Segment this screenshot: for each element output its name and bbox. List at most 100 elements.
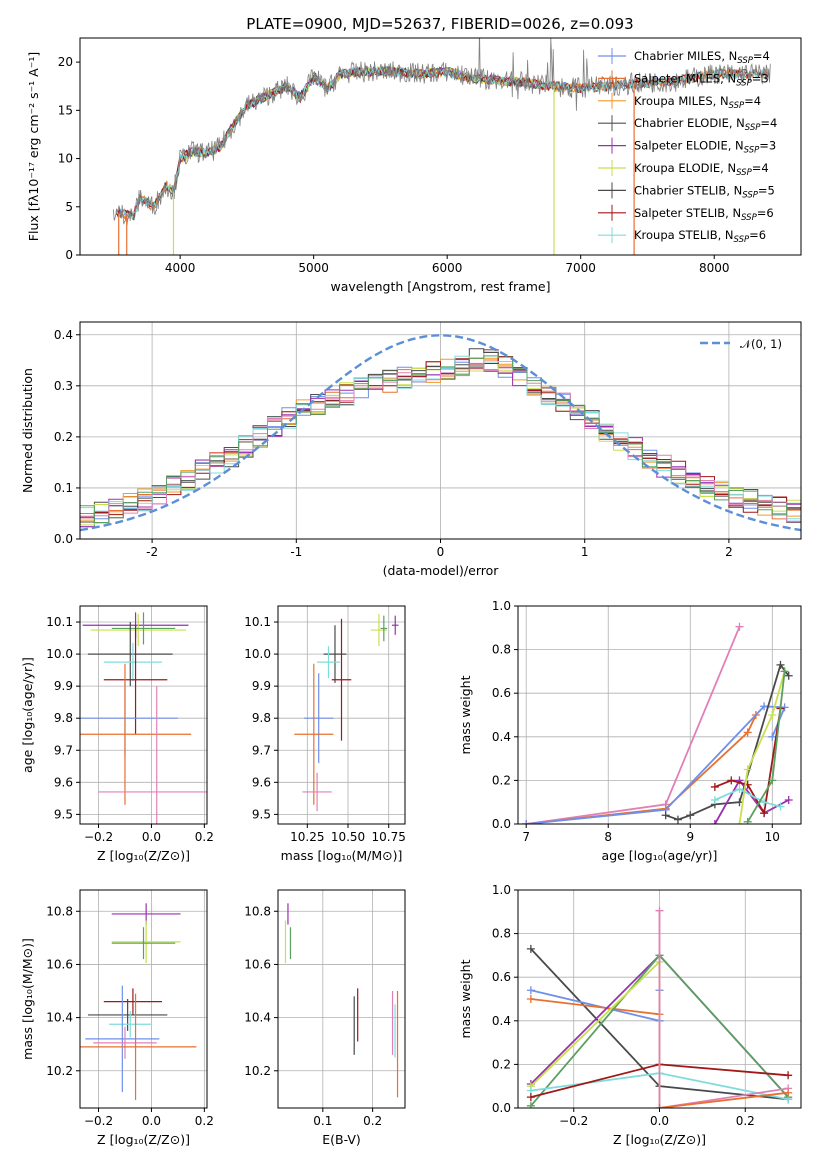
- x-tick-label: 0.0: [142, 830, 161, 844]
- y-tick-label: 0.8: [492, 643, 511, 657]
- x-tick-label: −0.2: [84, 1114, 113, 1128]
- y-axis-label: age [log₁₀(age/yr)]: [20, 657, 35, 773]
- x-tick-label: 0.1: [313, 1114, 332, 1128]
- legend-label-sub: SSP: [729, 101, 745, 111]
- x-tick-label: −0.2: [559, 1114, 588, 1128]
- mass-weight-point: [743, 817, 752, 824]
- figure-title: PLATE=0900, MJD=52637, FIBERID=0026, z=0…: [246, 15, 633, 33]
- legend-label-main: Kroupa ELODIE, N: [634, 161, 736, 175]
- x-tick-label: 0.2: [363, 1114, 382, 1128]
- plot-area-age-vs-Z: [80, 606, 207, 824]
- y-tick-label: 10.2: [244, 1064, 271, 1078]
- y-tick-label: 0.2: [54, 430, 73, 444]
- y-tick-label: 10.1: [244, 615, 271, 629]
- mass-weight-line: [530, 959, 661, 1108]
- mass-weight-line: [714, 788, 781, 808]
- y-tick-label: 0.8: [492, 927, 511, 941]
- mass-weight-point: [743, 728, 752, 737]
- y-tick-label: 0.3: [54, 379, 73, 393]
- y-axis-label: mass [log₁₀(M/M⊙)]: [20, 938, 35, 1060]
- panel-spectrum: 4000 5000 6000 7000 8000 0 5 10 15 20 wavelength […: [26, 37, 802, 294]
- observed-spectrum-line: [113, 38, 771, 226]
- mass-weight-line: [665, 662, 790, 821]
- y-tick-label: 9.5: [54, 807, 73, 821]
- axes-frame: [79, 605, 208, 825]
- y-tick-label: 9.6: [252, 775, 271, 789]
- mass-weight-line: [530, 998, 660, 1016]
- y-tick-label: 10.0: [244, 647, 271, 661]
- y-tick-label: 10.6: [46, 957, 73, 971]
- legend-label-main: Salpeter ELODIE, N: [634, 139, 744, 153]
- mass-weight-point: [768, 776, 777, 785]
- x-tick-label: 9: [686, 830, 694, 844]
- y-tick-label: 9.9: [54, 679, 73, 693]
- y-tick-label: 0.0: [54, 532, 73, 546]
- mass-weight-point: [526, 995, 535, 1003]
- y-tick-label: 10.4: [244, 1011, 271, 1025]
- x-tick-label: 0: [437, 545, 445, 559]
- legend-label-sub: SSP: [742, 190, 758, 200]
- x-axis-label: Z [log₁₀(Z/Z⊙)]: [97, 848, 190, 863]
- legend-label: Salpeter MILES, NSSP=3: [634, 71, 769, 88]
- legend-label: 𝒩(0, 1): [740, 337, 782, 351]
- mass-weight-point: [661, 811, 670, 820]
- legend-label-sub: SSP: [734, 235, 750, 245]
- legend-label: Chabrier ELODIE, NSSP=4: [634, 116, 777, 133]
- panel-residuals: -2 -1 0 1 2 0.0 0.1 0.2 0.3 0.4 (data-model)/error…: [20, 321, 802, 578]
- histogram-step: [80, 362, 801, 523]
- mass-weight-point: [784, 1088, 793, 1097]
- y-tick-label: 9.8: [54, 711, 73, 725]
- legend-label: Salpeter ELODIE, NSSP=3: [634, 139, 776, 156]
- mass-weight-point: [735, 820, 744, 824]
- model-spectrum-line: [166, 65, 553, 194]
- x-tick-label: −0.2: [84, 830, 113, 844]
- panel-age-vs-mass: 10.25 10.50 10.75 9.5 9.6 9.7 9.8 9.9 10.0 10.1 ma…: [244, 605, 406, 863]
- panel-age-vs-Z: −0.2 0.0 0.2 9.5 9.6 9.7 9.8 9.9 10.0 10.1 Z [log₁…: [20, 605, 214, 863]
- plot-area-mass-vs-EBV: [278, 890, 405, 1108]
- mass-weight-point: [522, 820, 531, 824]
- mass-weight-point: [760, 798, 769, 807]
- x-tick-label: 0.0: [650, 1114, 669, 1128]
- x-tick-label: 0.2: [736, 1114, 755, 1128]
- plot-area-massweight-vs-Z: [518, 890, 801, 1108]
- y-tick-label: 0.2: [492, 773, 511, 787]
- y-tick-label: 9.7: [252, 743, 271, 757]
- legend-label-main: Chabrier ELODIE, N: [634, 116, 745, 130]
- y-tick-label: 9.5: [252, 807, 271, 821]
- x-tick-label: 4000: [165, 261, 196, 275]
- panel-mass-vs-Z: −0.2 0.0 0.2 10.2 10.4 10.6 10.8 Z [log₁₀(Z/Z⊙)…: [20, 889, 214, 1147]
- x-tick-label: 0.0: [142, 1114, 161, 1128]
- y-tick-label: 9.8: [252, 711, 271, 725]
- x-axis-label: (data-model)/error: [383, 563, 500, 578]
- mass-weight-point: [735, 785, 744, 794]
- x-axis-label: E(B-V): [322, 1132, 361, 1147]
- plot-area-mass-vs-Z: [80, 890, 207, 1108]
- y-tick-label: 0.6: [492, 686, 511, 700]
- x-tick-label: 10.25: [290, 830, 324, 844]
- mass-weight-line: [714, 778, 790, 824]
- mass-weight-point: [780, 703, 789, 712]
- x-axis-label: wavelength [Angstrom, rest frame]: [330, 279, 550, 294]
- mass-weight-line: [530, 989, 661, 1022]
- x-tick-label: 0.2: [195, 830, 214, 844]
- x-tick-label: 10.75: [372, 830, 406, 844]
- y-axis-label: mass weight: [458, 959, 473, 1038]
- mass-weight-point: [760, 702, 769, 711]
- axes-frame: [517, 889, 802, 1109]
- x-tick-label: 8: [604, 830, 612, 844]
- y-tick-label: 9.9: [252, 679, 271, 693]
- mass-weight-line: [659, 1091, 789, 1108]
- legend-label-tail: =3: [752, 71, 769, 85]
- mass-weight-point: [735, 622, 744, 631]
- mass-weight-line: [658, 910, 789, 1108]
- axes-frame: [79, 889, 208, 1109]
- axes-frame: [277, 889, 406, 1109]
- mass-weight-point: [780, 667, 789, 676]
- mass-weight-point: [727, 776, 736, 785]
- mass-weight-point: [760, 809, 769, 818]
- mass-weight-point: [526, 944, 535, 953]
- y-tick-label: 10: [58, 152, 73, 166]
- mass-weight-point: [526, 986, 535, 995]
- legend-label-sub: SSP: [736, 78, 752, 88]
